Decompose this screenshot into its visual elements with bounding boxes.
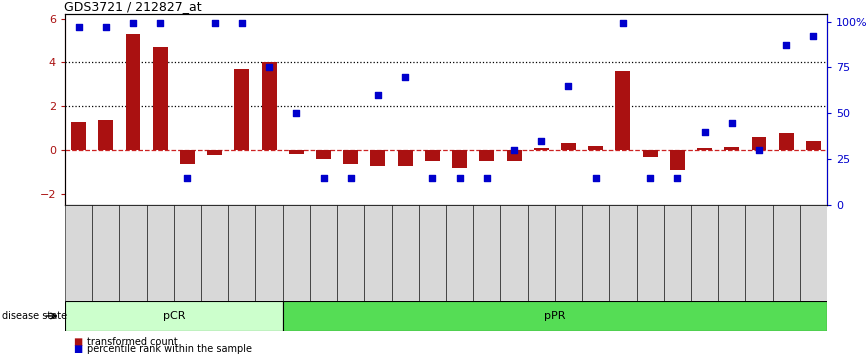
Text: transformed count: transformed count (87, 337, 178, 347)
Point (208, 21, 222, 26)
Bar (501, 205, 527, 301)
Point (507, 147, 521, 153)
Bar (180, 150, 195, 164)
Bar (201, 205, 229, 301)
Bar (533, 148, 549, 150)
Bar (588, 146, 603, 150)
Bar (616, 71, 630, 150)
Text: ■: ■ (74, 344, 83, 354)
Bar (397, 150, 412, 166)
Bar (772, 205, 800, 301)
Bar (669, 150, 685, 170)
Point (180, 175, 194, 181)
Bar (229, 205, 255, 301)
Point (398, 74, 412, 80)
Bar (507, 150, 521, 161)
Bar (98, 120, 113, 150)
Bar (446, 205, 473, 301)
Text: pCR: pCR (163, 311, 185, 321)
Bar (120, 205, 146, 301)
Point (752, 147, 766, 153)
Point (126, 21, 140, 26)
Point (616, 21, 630, 26)
Bar (697, 148, 712, 150)
Bar (746, 205, 772, 301)
Point (561, 83, 575, 89)
Point (725, 120, 739, 125)
Bar (643, 150, 657, 157)
Point (262, 65, 276, 70)
Text: pPR: pPR (544, 311, 565, 321)
Bar (582, 205, 610, 301)
Point (425, 175, 439, 181)
Bar (174, 205, 201, 301)
Bar (419, 205, 446, 301)
Bar (527, 205, 555, 301)
Point (643, 175, 657, 181)
Bar (365, 205, 391, 301)
Bar (371, 150, 385, 166)
Bar (752, 137, 766, 150)
Point (317, 175, 331, 181)
Bar (637, 205, 663, 301)
Bar (663, 205, 691, 301)
Bar (452, 150, 467, 168)
Bar (71, 122, 86, 150)
Bar (691, 205, 718, 301)
Bar (800, 205, 827, 301)
Point (670, 175, 684, 181)
Bar (724, 147, 740, 150)
Bar (65, 205, 92, 301)
Text: percentile rank within the sample: percentile rank within the sample (87, 344, 252, 354)
Bar (806, 141, 821, 150)
Point (371, 92, 385, 98)
Point (235, 21, 249, 26)
Bar (146, 205, 174, 301)
Bar (391, 205, 419, 301)
Point (589, 175, 603, 181)
Bar (282, 205, 310, 301)
Bar (126, 34, 140, 150)
Bar (207, 150, 222, 155)
Bar (316, 150, 331, 159)
Bar (152, 47, 168, 150)
Text: disease state: disease state (2, 311, 67, 321)
Bar (282, 301, 827, 331)
Point (289, 110, 303, 116)
Bar (262, 63, 276, 150)
Bar (779, 133, 793, 150)
Point (99, 24, 113, 30)
Bar (235, 69, 249, 150)
Bar (288, 150, 304, 154)
Point (480, 175, 494, 181)
Text: GDS3721 / 212827_at: GDS3721 / 212827_at (64, 0, 202, 13)
Bar (718, 205, 746, 301)
Text: ■: ■ (74, 337, 83, 347)
Bar (343, 150, 359, 164)
Point (153, 21, 167, 26)
Bar (479, 150, 494, 161)
Point (698, 129, 712, 135)
Bar (65, 301, 282, 331)
Bar (473, 205, 501, 301)
Bar (92, 205, 120, 301)
Point (534, 138, 548, 144)
Bar (561, 143, 576, 150)
Point (344, 175, 358, 181)
Bar (255, 205, 282, 301)
Bar (555, 205, 582, 301)
Bar (610, 205, 637, 301)
Bar (310, 205, 337, 301)
Bar (337, 205, 365, 301)
Point (779, 42, 793, 48)
Point (806, 33, 820, 39)
Point (453, 175, 467, 181)
Bar (425, 150, 440, 161)
Point (72, 24, 86, 30)
